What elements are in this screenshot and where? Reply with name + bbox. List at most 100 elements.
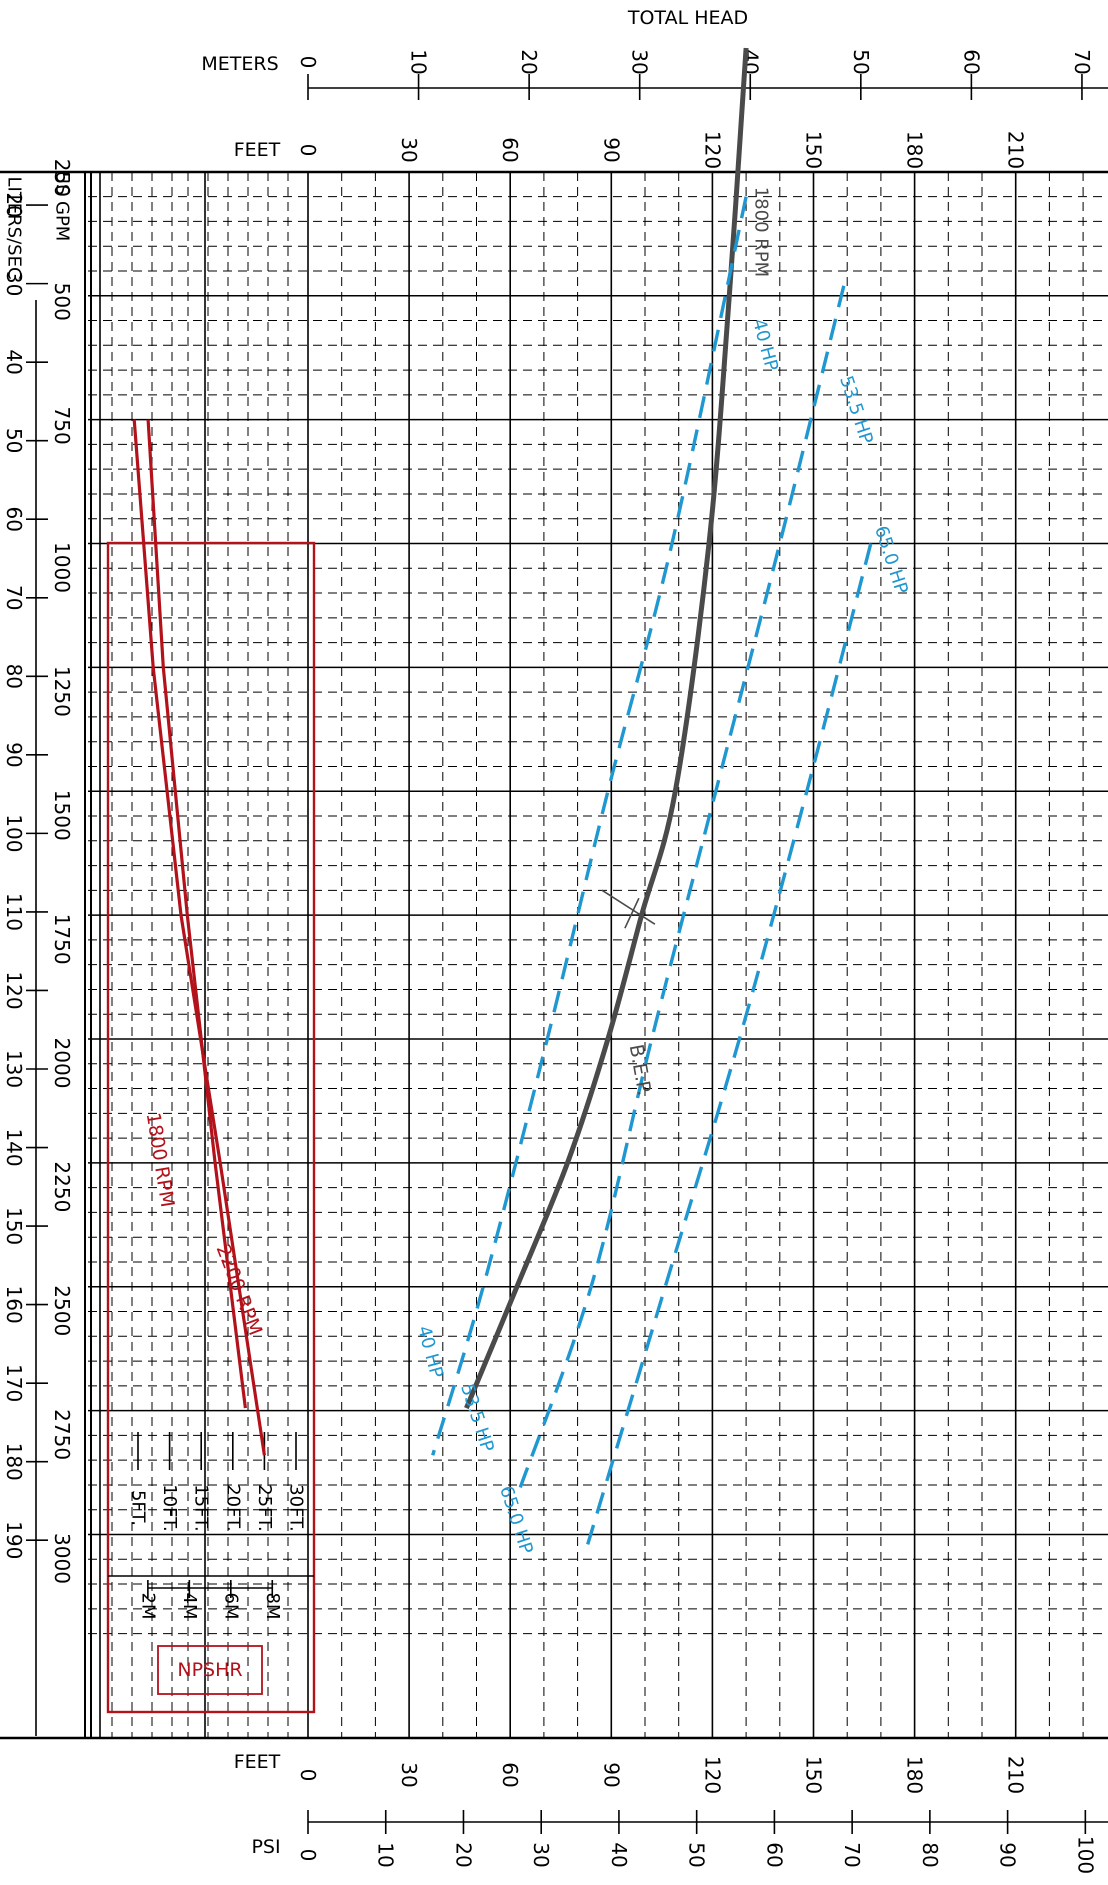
lps-tick-label: 90 — [2, 742, 26, 767]
feet-bottom-tick-label: 210 — [1004, 1756, 1028, 1794]
gpm-tick-label: 1750 — [50, 914, 74, 965]
lps-tick-label: 70 — [2, 585, 26, 610]
npshr-ft-tick-label: 20FT. — [222, 1484, 243, 1532]
feet-top-tick-label: 90 — [599, 137, 623, 162]
bep-marker — [601, 889, 656, 925]
lps-tick-label: 150 — [2, 1207, 26, 1245]
curve-65-0-hp — [586, 543, 873, 1545]
gpm-tick-label: 250 — [50, 159, 74, 197]
lps-tick-label: 170 — [2, 1364, 26, 1402]
gpm-tick-label: 1250 — [50, 666, 74, 717]
gpm-tick-label: 500 — [50, 283, 74, 321]
feet-bottom-tick-label: 150 — [802, 1756, 826, 1794]
gpm-tick-label: 750 — [50, 407, 74, 445]
feet-top-tick-label: 180 — [903, 131, 927, 169]
meters-tick-label: 10 — [407, 49, 431, 74]
gpm-axis-label: US GPM — [52, 171, 73, 242]
psi-tick-label: 70 — [840, 1842, 864, 1867]
axes: TOTAL HEAD METERS 0 10 20 30 40 50 60 70 FEET 0 30 60… — [2, 7, 1108, 1874]
lps-tick-label: 30 — [2, 271, 26, 296]
feet-top-axis-label: FEET — [234, 139, 281, 161]
lps-tick-label: 120 — [2, 971, 26, 1009]
psi-tick-label: 40 — [607, 1842, 631, 1867]
feet-bottom-tick-label: 30 — [397, 1762, 421, 1787]
npshr-ft-tick-label: 25FT. — [254, 1484, 275, 1532]
lps-tick-label: 50 — [2, 428, 26, 453]
psi-axis-label: PSI — [251, 1836, 280, 1858]
meters-tick-label: 20 — [517, 49, 541, 74]
gpm-tick-label: 2000 — [50, 1038, 74, 1089]
lps-tick-label: 20 — [2, 192, 26, 217]
gpm-tick-label: 2250 — [50, 1161, 74, 1212]
feet-bottom-tick-label: 60 — [498, 1762, 522, 1787]
lps-tick-label: 40 — [2, 349, 26, 374]
npshr-ft-tick-label: 30FT. — [286, 1484, 307, 1532]
lps-tick-label: 160 — [2, 1286, 26, 1324]
npshr-m-tick-label: 8M — [262, 1593, 283, 1620]
feet-bottom-tick-label: 120 — [700, 1756, 724, 1794]
grid-minor-dashed — [88, 172, 1108, 1738]
npshr-2200-label: 2200 RPM — [212, 1242, 267, 1339]
hp65-label-top: 65.0 HP — [870, 523, 912, 596]
meters-tick-label: 70 — [1070, 49, 1094, 74]
hp65-label-bottom: 65.0 HP — [495, 1483, 537, 1556]
gpm-tick-label: 1500 — [50, 790, 74, 841]
npshr-m-tick-label: 2M — [137, 1593, 158, 1620]
psi-tick-label: 10 — [374, 1842, 398, 1867]
npshr-panel: 5FT. 10FT. 15FT. 20FT. 25FT. 30FT. 2M 4M 6M 8M NPS… — [106, 419, 316, 1714]
feet-bottom-axis-label: FEET — [234, 1751, 281, 1773]
lps-tick-label: 110 — [2, 893, 26, 931]
bep-label: B.E.P. — [625, 1043, 656, 1098]
psi-tick-label: 60 — [762, 1842, 786, 1867]
bep-marker-cross — [624, 897, 640, 929]
npshr-label-box — [157, 1645, 263, 1695]
npshr-curve — [132, 419, 266, 1456]
lps-tick-label: 180 — [2, 1443, 26, 1481]
feet-top-tick-label: 60 — [498, 137, 522, 162]
feet-top-tick-label: 0 — [296, 144, 320, 157]
curve-53-5-hp — [518, 285, 846, 1488]
psi-tick-label: 50 — [685, 1842, 709, 1867]
npshr-ft-tick-label: 10FT. — [159, 1484, 180, 1532]
npshr-label: NPSHR — [177, 1659, 242, 1681]
feet-bottom-tick-label: 90 — [599, 1762, 623, 1787]
rpm-curve-label: 1800 RPM — [751, 187, 772, 277]
feet-bottom-tick-label: 180 — [903, 1756, 927, 1794]
lps-tick-label: 140 — [2, 1128, 26, 1166]
curve-1800-rpm — [464, 47, 749, 1410]
feet-top-tick-label: 120 — [700, 131, 724, 169]
feet-bottom-tick-label: 0 — [296, 1769, 320, 1782]
chart-title: TOTAL HEAD — [627, 7, 748, 29]
lps-tick-label: 80 — [2, 664, 26, 689]
psi-tick-label: 80 — [918, 1842, 942, 1867]
curve-40-hp — [431, 196, 748, 1456]
psi-tick-label: 90 — [996, 1842, 1020, 1867]
lps-tick-label: 100 — [2, 814, 26, 852]
npshr-box — [106, 541, 316, 1714]
gpm-tick-label: 1000 — [50, 542, 74, 593]
npshr-m-tick-label: 4M — [179, 1593, 200, 1620]
npshr-ft-tick-label: 5FT. — [128, 1490, 149, 1526]
psi-tick-label: 20 — [451, 1842, 475, 1867]
gpm-tick-label: 2750 — [50, 1409, 74, 1460]
meters-axis-label: METERS — [201, 53, 278, 75]
npshr-curve — [146, 419, 247, 1409]
chart-frame — [0, 170, 1108, 1740]
hp40-label-bottom: 40 HP — [413, 1324, 447, 1381]
meters-tick-label: 0 — [296, 56, 320, 69]
meters-tick-label: 60 — [959, 49, 983, 74]
curves — [431, 47, 873, 1545]
lps-tick-label: 60 — [2, 507, 26, 532]
feet-top-tick-label: 150 — [802, 131, 826, 169]
lps-tick-label: 130 — [2, 1050, 26, 1088]
meters-tick-label: 40 — [738, 49, 762, 74]
hp535-label-bottom: 53.5 HP — [456, 1381, 498, 1454]
hp535-label-top: 53.5 HP — [835, 373, 877, 446]
npshr-m-tick-label: 6M — [220, 1593, 241, 1620]
lps-axis-label: LITERS/SEC — [4, 176, 25, 279]
npshr-ft-tick-label: 15FT. — [191, 1484, 212, 1532]
psi-tick-label: 0 — [296, 1849, 320, 1862]
psi-tick-label: 100 — [1073, 1836, 1097, 1874]
